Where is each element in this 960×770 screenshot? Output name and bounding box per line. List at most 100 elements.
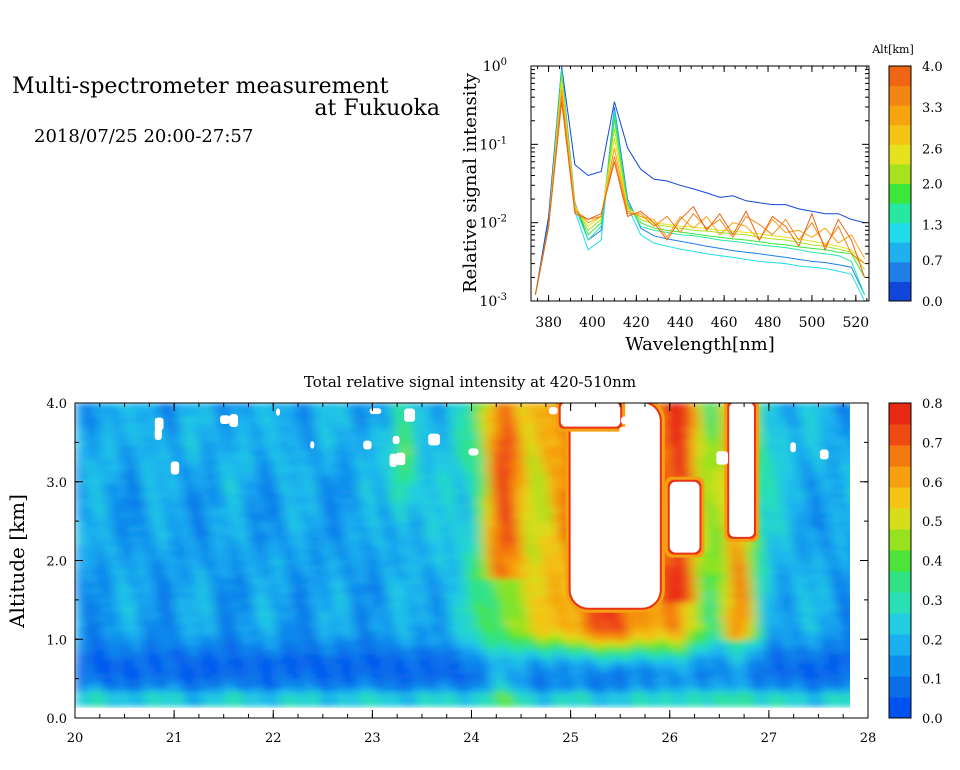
heatmap-cell	[242, 497, 248, 504]
heatmap-cell	[168, 554, 175, 560]
heatmap-cell	[336, 464, 342, 470]
heatmap-cell	[262, 521, 268, 527]
heatmap-cell	[99, 625, 106, 631]
heatmap-cell	[439, 654, 445, 660]
heatmap-cell	[311, 521, 317, 527]
heatmap-cell	[134, 497, 140, 504]
heatmap-cell	[360, 635, 367, 641]
heatmap-cell	[207, 696, 214, 703]
heatmap-cell	[247, 673, 253, 679]
heatmap-cell	[173, 549, 180, 556]
heatmap-cell	[173, 502, 180, 508]
heatmap-cell	[331, 474, 337, 480]
heatmap-cell	[252, 511, 258, 518]
heatmap-cell	[168, 426, 175, 433]
heatmap-cell	[237, 564, 244, 570]
heatmap-cell	[212, 654, 219, 660]
heatmap-cell	[345, 488, 352, 494]
heatmap-cell	[193, 502, 199, 508]
heatmap-cell	[439, 639, 445, 646]
heatmap-cell	[94, 639, 101, 646]
heatmap-cell	[326, 412, 332, 418]
heatmap-cell	[114, 535, 120, 541]
heatmap-cell	[158, 701, 165, 707]
heatmap-cell	[375, 611, 381, 617]
heatmap-cell	[247, 611, 253, 617]
heatmap-cell	[306, 597, 313, 603]
heatmap-cell	[99, 568, 106, 575]
heatmap-cell	[168, 511, 175, 518]
heatmap-cell	[400, 620, 406, 627]
heatmap-cell	[143, 696, 150, 703]
heatmap-cell	[365, 436, 372, 442]
heatmap-cell	[217, 407, 224, 414]
heatmap-cell	[163, 488, 170, 494]
heatmap-cell	[365, 616, 372, 622]
heatmap-cell	[232, 663, 239, 669]
heatmap-cell	[109, 559, 116, 565]
heatmap-cell	[89, 455, 96, 461]
heatmap-cell	[276, 497, 283, 504]
heatmap-cell	[148, 625, 155, 631]
heatmap-cell	[183, 412, 189, 418]
heatmap-cell	[148, 644, 155, 650]
heatmap-cell	[134, 545, 140, 551]
heatmap-cell	[75, 469, 81, 475]
heatmap-cell	[94, 701, 101, 707]
altitude-colorbar-cell	[889, 261, 911, 282]
heatmap-cell	[326, 421, 332, 428]
heatmap-cell	[203, 696, 209, 703]
heatmap-cell	[375, 516, 381, 523]
heatmap-cell	[252, 493, 258, 499]
heatmap-cell	[163, 668, 170, 674]
heatmap-cell	[148, 673, 155, 679]
heatmap-cell	[439, 687, 445, 693]
heatmap-cell	[129, 426, 135, 433]
heatmap-cell	[89, 601, 96, 608]
heatmap-cell	[276, 658, 283, 665]
heatmap-cell	[94, 474, 101, 480]
heatmap-cell	[409, 578, 416, 584]
heatmap-cell	[163, 644, 170, 650]
heatmap-cell	[119, 663, 125, 669]
heatmap-cell	[345, 493, 352, 499]
heatmap-cell	[247, 635, 253, 641]
heatmap-cell	[173, 455, 180, 461]
heatmap-cell	[247, 526, 253, 532]
heatmap-cell	[94, 521, 101, 527]
heatmap-cell	[242, 587, 248, 594]
heatmap-cell	[336, 530, 342, 537]
heatmap-cell	[336, 691, 342, 698]
heatmap-cell	[119, 673, 125, 679]
heatmap-cell	[134, 592, 140, 598]
heatmap-cell	[198, 601, 204, 608]
heatmap-cell	[242, 549, 248, 556]
heatmap-cell	[276, 677, 283, 684]
heatmap-cell	[400, 412, 406, 418]
heatmap-cell	[217, 502, 224, 508]
heatmap-cell	[400, 597, 406, 603]
heatmap-cell	[257, 597, 263, 603]
heatmap-cell	[360, 455, 367, 461]
heatmap-cell	[409, 691, 416, 698]
heatmap-cell	[153, 540, 160, 546]
heatmap-cell	[340, 620, 347, 627]
heatmap-cell	[207, 455, 214, 461]
heatmap-cell	[424, 578, 431, 584]
heatmap-cell	[217, 559, 224, 565]
heatmap-cell	[143, 483, 150, 489]
heatmap-cell	[291, 440, 298, 447]
heatmap-cell	[365, 583, 372, 589]
heatmap-cell	[153, 455, 160, 461]
heatmap-cell	[301, 658, 308, 665]
heatmap-cell	[375, 583, 381, 589]
heatmap-cell	[114, 668, 120, 674]
heatmap-cell	[99, 403, 106, 409]
heatmap-cell	[272, 426, 278, 433]
heatmap-cell	[247, 511, 253, 518]
heatmap-cell	[242, 639, 248, 646]
heatmap-cell	[237, 644, 244, 650]
heatmap-cell	[222, 459, 229, 466]
heatmap-cell	[414, 606, 421, 613]
heatmap-cell	[434, 620, 441, 627]
